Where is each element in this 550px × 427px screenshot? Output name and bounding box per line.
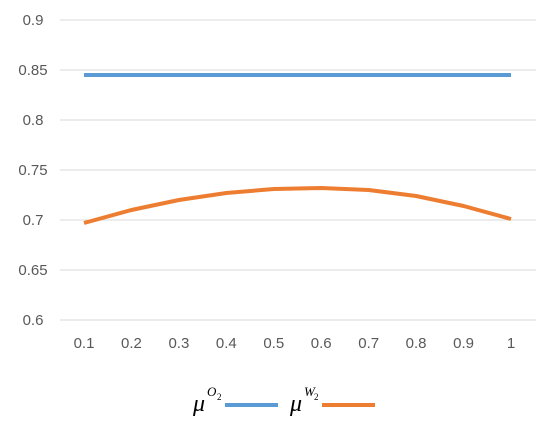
y-axis-tick-labels: 0.6 0.65 0.7 0.75 0.8 0.85 0.9 xyxy=(18,12,47,329)
x-tick-label: 0.2 xyxy=(121,335,142,352)
legend-symbol: μ xyxy=(289,391,302,417)
legend-superscript: O xyxy=(207,384,217,399)
legend-subscript: 2 xyxy=(314,392,319,402)
x-axis-tick-labels: 0.1 0.2 0.3 0.4 0.5 0.6 0.7 0.8 0.9 1 xyxy=(74,335,516,352)
legend-subscript: 2 xyxy=(217,392,222,402)
y-tick-label: 0.7 xyxy=(23,212,44,229)
y-tick-label: 0.8 xyxy=(23,112,44,129)
x-tick-label: 0.1 xyxy=(74,335,95,352)
x-tick-label: 0.7 xyxy=(358,335,379,352)
y-tick-label: 0.75 xyxy=(18,162,47,179)
x-tick-label: 0.6 xyxy=(311,335,332,352)
x-tick-label: 0.4 xyxy=(216,335,237,352)
x-tick-label: 0.9 xyxy=(453,335,474,352)
series-line-2 xyxy=(83,186,512,225)
legend-symbol: μ xyxy=(192,391,205,417)
x-tick-label: 0.8 xyxy=(406,335,427,352)
y-tick-label: 0.85 xyxy=(18,62,47,79)
series-lines xyxy=(83,73,512,225)
y-tick-label: 0.6 xyxy=(23,312,44,329)
x-tick-label: 1 xyxy=(507,335,515,352)
y-tick-label: 0.9 xyxy=(23,12,44,29)
x-tick-label: 0.3 xyxy=(168,335,189,352)
y-tick-label: 0.65 xyxy=(18,262,47,279)
x-tick-label: 0.5 xyxy=(263,335,284,352)
gridlines xyxy=(60,19,536,321)
legend-superscript: W xyxy=(304,384,316,399)
